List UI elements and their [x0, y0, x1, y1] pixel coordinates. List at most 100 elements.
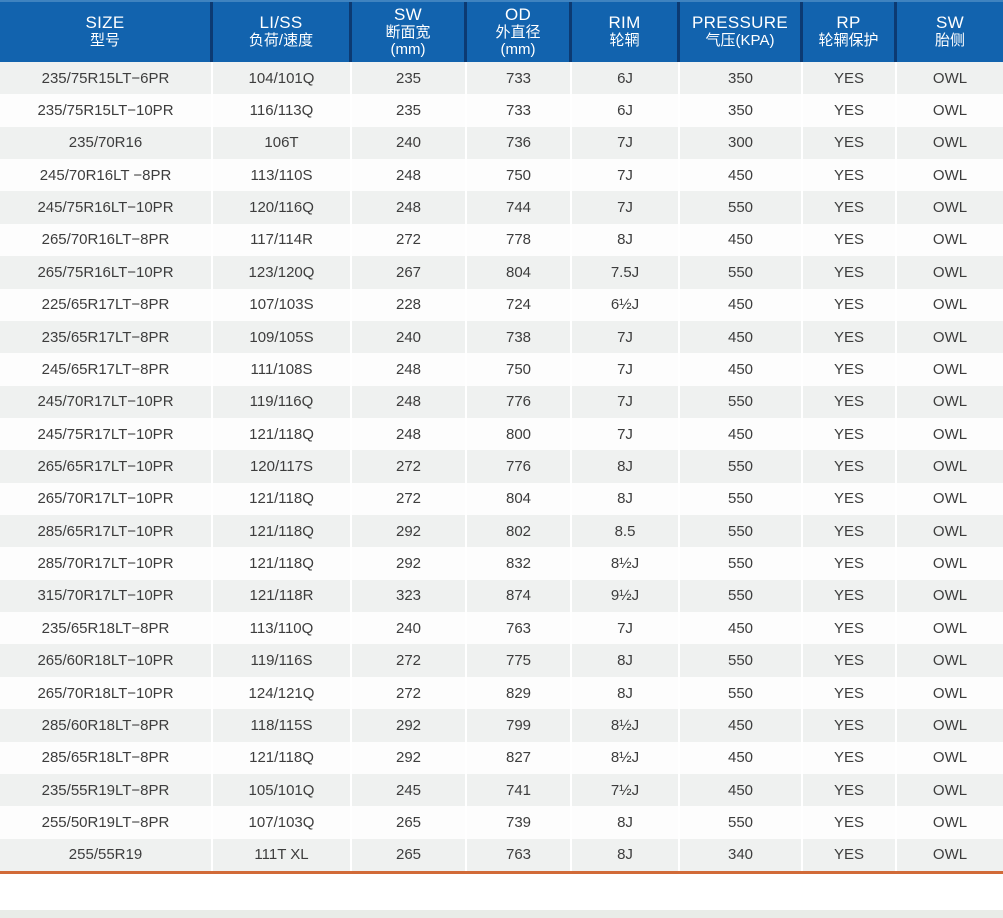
column-header-label: RP	[836, 13, 861, 33]
cell-sw-side: OWL	[932, 587, 968, 605]
cell-od-mm: 733	[467, 62, 572, 95]
cell-rp: YES	[803, 191, 897, 224]
cell-rim: 6J	[572, 62, 680, 95]
cell-li-ss: 119/116Q	[213, 385, 352, 418]
cell-sw-side: OWL	[932, 781, 968, 799]
cell-od-mm: 763	[467, 838, 572, 871]
cell-rim: 8J	[572, 223, 680, 257]
cell-size: 245/65R17LT−8PR	[0, 353, 213, 386]
cell-od-mm: 736	[467, 126, 572, 160]
cell-rp: YES	[803, 838, 897, 871]
column-header-label: 负荷/速度	[248, 32, 314, 50]
table-row: 285/65R17LT−10PR 121/118Q 292 802 8.5 550 YES O…	[0, 515, 1003, 548]
cell-rp: YES	[803, 579, 897, 613]
cell-pressure: 450	[680, 709, 803, 742]
table-row: 235/75R15LT−10PR 116/113Q 235 733 6J 350 YES OW…	[0, 94, 1003, 127]
cell-sw-mm: 235	[352, 94, 467, 127]
cell-rp: YES	[803, 709, 897, 742]
column-header-label: (mm)	[390, 41, 426, 59]
cell-pressure: 550	[680, 547, 803, 580]
table-row: 245/75R16LT−10PR 120/116Q 248 744 7J 550 YES OW…	[0, 191, 1003, 224]
cell-size: 235/65R17LT−8PR	[0, 320, 213, 354]
cell-pressure: 550	[680, 191, 803, 224]
cell-sw-mm: 240	[352, 126, 467, 160]
table-row: 265/70R16LT−8PR 117/114R 272 778 8J 450 YES OWL	[0, 223, 1003, 257]
cell-rp: YES	[803, 94, 897, 127]
table-header-row: SIZE 型号 LI/SS 负荷/速度 SW 断面宽 (mm) OD 外直径 (mm) RIM 轮辋 P…	[0, 0, 1003, 62]
cell-rp: YES	[803, 547, 897, 580]
table-row: 255/55R19 111T XL 265 763 8J 340 YES OWL	[0, 838, 1003, 871]
cell-rp: YES	[803, 515, 897, 548]
cell-li-ss: 124/121Q	[213, 676, 352, 710]
cell-li-ss: 106T	[213, 126, 352, 160]
cell-sw-mm: 248	[352, 385, 467, 418]
cell-size: 255/55R19	[0, 838, 213, 871]
cell-od-mm: 750	[467, 159, 572, 192]
cell-pressure: 450	[680, 320, 803, 354]
table-row: 285/70R17LT−10PR 121/118Q 292 832 8½J 550 YES O…	[0, 547, 1003, 580]
cell-od-mm: 744	[467, 191, 572, 224]
cell-pressure: 550	[680, 806, 803, 839]
column-header-li-ss: LI/SS 负荷/速度	[213, 2, 352, 62]
cell-li-ss: 121/118Q	[213, 515, 352, 548]
cell-size: 235/70R16	[0, 126, 213, 160]
cell-rim: 8.5	[572, 515, 680, 548]
column-header-label: SIZE	[85, 13, 125, 33]
cell-sw-mm: 267	[352, 256, 467, 289]
table-row: 245/75R17LT−10PR 121/118Q 248 800 7J 450 YES OW…	[0, 417, 1003, 451]
cell-rp: YES	[803, 126, 897, 160]
cell-li-ss: 121/118Q	[213, 741, 352, 774]
cell-pressure: 350	[680, 94, 803, 127]
cell-sw-mm: 240	[352, 612, 467, 645]
cell-sw-mm: 292	[352, 547, 467, 580]
cell-li-ss: 123/120Q	[213, 256, 352, 289]
cell-od-mm: 804	[467, 256, 572, 289]
cell-rim: 7J	[572, 353, 680, 386]
cell-sw-mm: 292	[352, 515, 467, 548]
cell-od-mm: 829	[467, 676, 572, 710]
footer-whitespace	[0, 873, 1003, 910]
cell-sw-mm: 248	[352, 159, 467, 192]
cell-od-mm: 776	[467, 450, 572, 483]
cell-sw-side: OWL	[932, 457, 968, 475]
cell-size: 235/65R18LT−8PR	[0, 612, 213, 645]
table-row: 265/60R18LT−10PR 119/116S 272 775 8J 550 YES OW…	[0, 644, 1003, 677]
cell-size: 285/70R17LT−10PR	[0, 547, 213, 580]
cell-sw-mm: 272	[352, 450, 467, 483]
cell-pressure: 450	[680, 159, 803, 192]
column-header-label: SW	[394, 4, 422, 24]
cell-size: 265/70R18LT−10PR	[0, 676, 213, 710]
table-row: 285/60R18LT−8PR 118/115S 292 799 8½J 450 YES OW…	[0, 709, 1003, 742]
table-row: 235/70R16 106T 240 736 7J 300 YES OWL	[0, 126, 1003, 160]
cell-rp: YES	[803, 417, 897, 451]
cell-rim: 7½J	[572, 773, 680, 807]
cell-pressure: 550	[680, 515, 803, 548]
cell-rp: YES	[803, 288, 897, 321]
table-row: 265/75R16LT−10PR 123/120Q 267 804 7.5J 550 YES…	[0, 256, 1003, 289]
cell-rim: 7J	[572, 612, 680, 645]
cell-od-mm: 802	[467, 515, 572, 548]
column-header-rim: RIM 轮辋	[572, 2, 680, 62]
cell-size: 265/70R17LT−10PR	[0, 482, 213, 516]
cell-sw-side: OWL	[932, 619, 968, 637]
cell-size: 235/75R15LT−6PR	[0, 62, 213, 95]
table-row: 245/70R17LT−10PR 119/116Q 248 776 7J 550 YES OW…	[0, 385, 1003, 418]
cell-od-mm: 739	[467, 806, 572, 839]
cell-rim: 8½J	[572, 741, 680, 774]
cell-od-mm: 738	[467, 320, 572, 354]
cell-rp: YES	[803, 676, 897, 710]
cell-sw-side: OWL	[932, 231, 968, 249]
cell-rp: YES	[803, 256, 897, 289]
column-header-rp: RP 轮辋保护	[803, 2, 897, 62]
table-row: 235/65R17LT−8PR 109/105S 240 738 7J 450 YES OWL	[0, 320, 1003, 354]
cell-li-ss: 107/103Q	[213, 806, 352, 839]
cell-sw-side: OWL	[932, 296, 968, 314]
column-header-label: OD	[504, 4, 532, 24]
cell-li-ss: 109/105S	[213, 320, 352, 354]
cell-rim: 8J	[572, 676, 680, 710]
cell-rim: 7J	[572, 385, 680, 418]
column-header-label: 轮辋	[609, 32, 640, 50]
cell-pressure: 300	[680, 126, 803, 160]
cell-sw-side: OWL	[932, 393, 968, 411]
